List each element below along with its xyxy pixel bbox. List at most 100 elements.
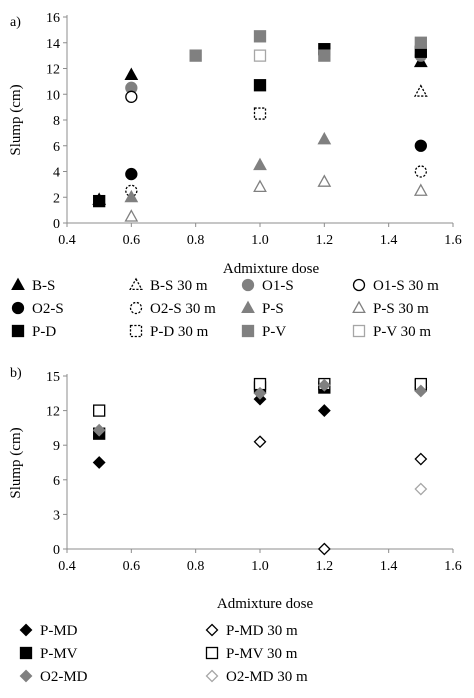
- a-legend-marker-p-d-30-m: [129, 324, 143, 338]
- a-legend-label-p-s-30-m: P-S 30 m: [373, 301, 429, 317]
- b-legend-marker-p-md-30-m: [205, 623, 219, 637]
- a-legend-item-b-s: B-S: [11, 277, 55, 294]
- a-legend-item-o1-s-30-m: O1-S 30 m: [352, 278, 439, 294]
- a-y-tick-label: 8: [53, 114, 60, 129]
- b-series-o2-md-30-m: [414, 482, 428, 496]
- a-legend-marker-b-s-30-m: [129, 277, 143, 291]
- b-legend-marker-p-md: [19, 623, 33, 637]
- a-legend-marker-p-v: [241, 324, 255, 338]
- b-x-axis-title: Admixture dose: [217, 596, 314, 612]
- a-legend-marker-o1-s: [241, 278, 255, 292]
- a-x-tick-label: 1.0: [251, 233, 269, 248]
- b-series-o2-md: [92, 378, 428, 437]
- b-point-o2-md: [92, 423, 106, 437]
- a-legend-label-b-s-30-m: B-S 30 m: [150, 278, 208, 294]
- a-y-tick-label: 16: [46, 11, 60, 26]
- a-legend-marker-o1-s-30-m: [352, 278, 366, 292]
- b-point-o2-md-30-m: [414, 482, 428, 496]
- a-legend-label-o1-s: O1-S: [262, 278, 294, 294]
- a-point-o2-s: [125, 167, 138, 181]
- a-point-p-v: [189, 49, 202, 62]
- b-legend-label-o2-md-30-m: O2-MD 30 m: [226, 669, 308, 685]
- a-point-p-d: [253, 79, 267, 92]
- b-point-p-md-30-m: [317, 542, 331, 556]
- a-point-o2-s-30-m: [414, 165, 427, 178]
- b-legend: P-MD P-MD 30 m P-MV P-MV 30 m O2-MD O2-MD 30 …: [19, 623, 308, 685]
- a-point-p-v: [253, 30, 267, 43]
- a-legend-label-p-d: P-D: [32, 324, 56, 340]
- a-point-o2-s: [414, 139, 427, 152]
- a-legend-item-o1-s: O1-S: [241, 278, 294, 294]
- b-y-tick-label: 15: [46, 370, 60, 385]
- a-point-p-v: [414, 36, 427, 49]
- b-legend-marker-p-mv-30-m: [205, 646, 219, 660]
- b-x-tick-label: 1.4: [380, 559, 398, 574]
- a-y-tick-label: 2: [53, 191, 60, 206]
- a-series-b-s-30-m: [413, 84, 428, 97]
- a-legend-marker-p-s: [241, 300, 255, 314]
- a-legend-item-p-v-30-m: P-V 30 m: [352, 324, 431, 340]
- panel-b-chart: b) 0.4 0.6 0.8 1.0 1.2 1.4 1.6 0 3 6 9 12 15 Slump (cm…: [8, 366, 462, 685]
- a-series-p-v-30-m: [253, 49, 267, 62]
- a-series-p-d: [93, 43, 427, 208]
- b-y-tick-label: 6: [53, 474, 60, 489]
- a-legend: B-S B-S 30 m O1-S O1-S 30 m O2-S O2-S 30 m P-S…: [11, 277, 439, 340]
- b-legend-marker-p-mv: [19, 646, 33, 660]
- a-series-p-v: [189, 30, 427, 62]
- a-x-tick-label: 1.2: [316, 233, 334, 248]
- a-y-tick-label: 0: [53, 217, 60, 232]
- a-legend-item-p-v: P-V: [241, 324, 286, 340]
- panel-a-chart: a) 0.4 0.6 0.8 1.0 1.2 1.4 1.6 0 2 4 6 8 10 12 14 16 Slum…: [8, 11, 462, 340]
- b-legend-label-p-md-30-m: P-MD 30 m: [226, 623, 298, 639]
- a-series-o1-s-30-m: [125, 90, 138, 103]
- b-point-p-md-30-m: [414, 452, 428, 466]
- a-legend-marker-p-s-30-m: [352, 300, 366, 314]
- b-point-o2-md: [253, 386, 267, 400]
- a-point-p-d-30-m: [253, 107, 267, 120]
- a-legend-label-p-s: P-S: [262, 301, 284, 317]
- b-x-tick-label: 0.6: [123, 559, 141, 574]
- b-point-o2-md: [414, 384, 428, 398]
- a-x-tick-label: 1.4: [380, 233, 398, 248]
- b-legend-label-o2-md: O2-MD: [40, 669, 88, 685]
- a-legend-marker-o2-s: [11, 301, 25, 315]
- a-y-tick-label: 14: [46, 37, 60, 52]
- a-point-p-s-30-m: [317, 174, 332, 187]
- b-legend-item-p-mv: P-MV: [19, 646, 78, 662]
- a-y-tick-label: 10: [46, 88, 60, 103]
- a-point-p-s: [124, 189, 139, 203]
- b-y-tick-label: 3: [53, 508, 60, 523]
- a-y-tick-label: 12: [46, 63, 60, 78]
- a-legend-item-p-d: P-D: [11, 324, 56, 340]
- b-legend-label-p-mv-30-m: P-MV 30 m: [226, 646, 298, 662]
- a-series-o2-s: [125, 139, 427, 181]
- b-x-tick-label: 0.4: [58, 559, 76, 574]
- a-series-o1-s: [125, 46, 427, 94]
- b-legend-item-o2-md: O2-MD: [19, 669, 88, 685]
- b-series-p-md-30-m: [253, 435, 428, 556]
- b-point-p-md-30-m: [253, 435, 267, 449]
- a-legend-item-p-d-30-m: P-D 30 m: [129, 324, 209, 340]
- a-point-b-s-30-m: [413, 84, 428, 97]
- b-legend-marker-o2-md: [19, 669, 33, 683]
- a-point-p-s-30-m: [253, 179, 267, 193]
- a-point-p-v: [318, 49, 331, 62]
- b-x-tick-label: 1.2: [316, 559, 334, 574]
- a-x-tick-label: 0.6: [123, 233, 141, 248]
- b-y-tick-label: 9: [53, 439, 60, 454]
- a-legend-marker-b-s: [11, 277, 25, 291]
- b-y-tick-label: 0: [53, 543, 60, 558]
- a-point-p-s: [317, 131, 332, 145]
- b-legend-item-p-mv-30-m: P-MV 30 m: [205, 646, 298, 662]
- a-legend-label-o2-s: O2-S: [32, 301, 64, 317]
- a-legend-label-p-v: P-V: [262, 324, 286, 340]
- a-series-p-d-30-m: [253, 107, 267, 120]
- a-point-o1-s-30-m: [125, 90, 138, 103]
- b-x-tick-label: 0.8: [187, 559, 205, 574]
- b-panel-label: b): [10, 366, 22, 381]
- a-point-p-d: [93, 194, 106, 208]
- a-y-tick-label: 4: [53, 166, 60, 181]
- a-x-tick-label: 1.6: [444, 233, 462, 248]
- a-x-tick-label: 0.4: [58, 233, 76, 248]
